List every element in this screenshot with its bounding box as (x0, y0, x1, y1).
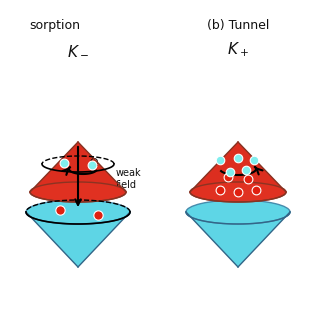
Point (236, 189, 241, 195)
Polygon shape (190, 142, 286, 192)
Text: sorption: sorption (29, 19, 81, 31)
Ellipse shape (30, 182, 126, 202)
Polygon shape (26, 212, 130, 267)
Polygon shape (186, 212, 290, 267)
Polygon shape (190, 142, 286, 202)
Point (236, 156, 241, 161)
Ellipse shape (26, 200, 130, 224)
Point (253, 188, 259, 193)
Point (218, 157, 223, 163)
Point (226, 174, 231, 180)
Point (61, 160, 67, 165)
Ellipse shape (186, 200, 290, 224)
Point (90, 163, 95, 168)
Point (244, 167, 249, 172)
Ellipse shape (190, 182, 286, 202)
Point (228, 170, 233, 175)
Text: $K_-$: $K_-$ (67, 43, 89, 58)
Text: weak
field: weak field (116, 168, 142, 190)
Text: $K_+$: $K_+$ (227, 41, 249, 59)
Polygon shape (30, 142, 126, 192)
Text: Ω: Ω (90, 158, 99, 168)
Text: (b) Tunnel: (b) Tunnel (207, 19, 269, 31)
Polygon shape (186, 200, 290, 267)
Point (95, 212, 100, 218)
Point (218, 188, 223, 193)
Polygon shape (30, 142, 126, 202)
Point (245, 176, 251, 181)
Polygon shape (26, 200, 130, 267)
Point (58, 207, 63, 212)
Point (252, 157, 257, 163)
